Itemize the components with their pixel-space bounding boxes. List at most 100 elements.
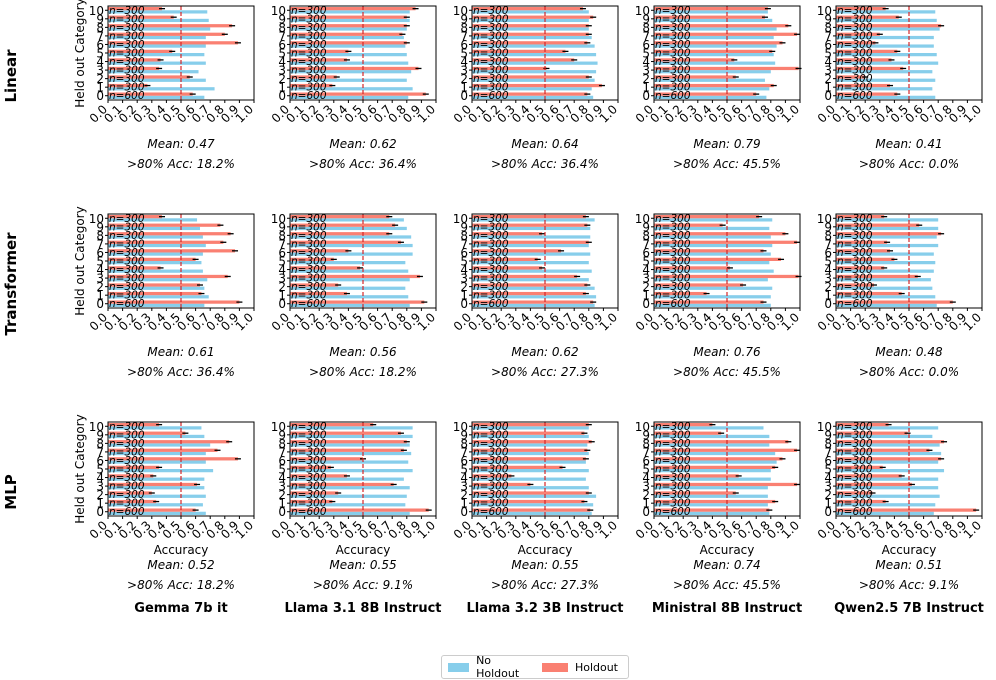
sample-size-label: n=300	[655, 5, 691, 17]
accuracy-annotation: >80% Acc: 27.3%	[491, 365, 599, 379]
y-tick-label: 3	[96, 272, 104, 286]
bar-holdout	[654, 215, 760, 219]
bar-holdout	[654, 508, 770, 512]
sample-size-label: n=300	[291, 65, 327, 77]
y-tick-label: 2	[460, 488, 468, 502]
bar-holdout	[290, 41, 407, 45]
y-tick-label: 5	[278, 47, 286, 61]
bar-holdout	[472, 440, 592, 444]
bar-holdout	[290, 32, 403, 36]
bar-holdout	[290, 457, 363, 461]
y-tick-label: 1	[460, 81, 468, 95]
sample-size-label: n=300	[473, 281, 509, 293]
bar-no-holdout	[290, 87, 413, 91]
sample-size-label: n=300	[837, 30, 873, 42]
bar-holdout	[108, 24, 233, 28]
sample-size-label: n=300	[109, 281, 145, 293]
y-tick-label: 4	[642, 471, 650, 485]
sample-size-label: n=300	[291, 264, 327, 276]
bar-no-holdout	[836, 434, 933, 439]
panel: n=600n=300n=300n=300n=300n=300n=300n=300…	[73, 0, 256, 171]
bar-holdout	[654, 465, 776, 469]
bar-no-holdout	[472, 243, 589, 248]
sample-size-label: n=300	[837, 264, 873, 276]
x-tick-label: 1.0	[415, 102, 438, 125]
y-tick-label: 5	[96, 47, 104, 61]
bar-no-holdout	[290, 61, 409, 65]
bar-no-holdout	[108, 486, 205, 490]
bar-holdout	[472, 257, 538, 261]
y-tick-label: 6	[460, 454, 468, 468]
sample-size-label: n=300	[109, 429, 145, 441]
bar-no-holdout	[654, 10, 768, 14]
bar-no-holdout	[836, 87, 933, 91]
bar-holdout	[290, 283, 339, 287]
sample-size-label: n=300	[837, 455, 873, 467]
y-tick-label: 8	[278, 229, 286, 243]
sample-size-label: n=300	[473, 73, 509, 85]
bar-no-holdout	[290, 278, 410, 282]
sample-size-label: n=300	[291, 455, 327, 467]
bar-no-holdout	[290, 78, 407, 82]
sample-size-label: n=300	[655, 273, 691, 285]
x-tick-label: 1.0	[415, 518, 438, 541]
sample-size-label: n=300	[655, 290, 691, 302]
sample-size-label: n=300	[109, 247, 145, 259]
bar-holdout	[472, 41, 588, 45]
y-tick-label: 8	[460, 229, 468, 243]
sample-size-label: n=300	[837, 438, 873, 450]
sample-size-label: n=300	[291, 30, 327, 42]
bar-holdout	[836, 24, 942, 28]
bar-no-holdout	[654, 426, 764, 430]
bar-holdout	[836, 232, 942, 236]
bar-holdout	[290, 465, 331, 469]
sample-size-label: n=300	[109, 264, 145, 276]
bar-holdout	[836, 274, 918, 279]
bar-no-holdout	[836, 278, 931, 282]
bar-holdout	[836, 15, 899, 19]
bar-holdout	[654, 499, 776, 504]
bar-holdout	[472, 66, 547, 71]
y-tick-label: 6	[278, 454, 286, 468]
sample-size-label: n=300	[473, 438, 509, 450]
bar-no-holdout	[472, 269, 592, 273]
y-tick-label: 10	[453, 212, 468, 226]
bar-no-holdout	[836, 10, 936, 14]
bar-no-holdout	[108, 18, 209, 23]
y-tick-label: 3	[460, 272, 468, 286]
bar-no-holdout	[290, 226, 407, 231]
y-tick-label: 10	[89, 212, 104, 226]
y-tick-label: 8	[642, 229, 650, 243]
sample-size-label: n=300	[109, 56, 145, 68]
y-tick-label: 0	[824, 505, 832, 519]
bar-no-holdout	[108, 460, 206, 464]
sample-size-label: n=300	[837, 230, 873, 242]
bar-holdout	[472, 474, 512, 478]
bar-no-holdout	[290, 269, 409, 273]
sample-size-label: n=300	[291, 22, 327, 34]
y-axis-label: Held out Category	[73, 414, 87, 523]
bar-holdout	[108, 240, 224, 244]
bar-no-holdout	[836, 269, 934, 273]
sample-size-label: n=300	[291, 498, 327, 510]
bar-no-holdout	[472, 451, 589, 456]
sample-size-label: n=300	[837, 290, 873, 302]
y-tick-label: 4	[824, 55, 832, 69]
y-axis-label: Held out Category	[73, 206, 87, 315]
sample-size-label: n=300	[837, 489, 873, 501]
bar-holdout	[654, 92, 757, 96]
bar-holdout	[108, 257, 196, 261]
sample-size-label: n=600	[291, 506, 327, 518]
bar-no-holdout	[290, 243, 413, 248]
bar-holdout	[290, 423, 374, 427]
bar-no-holdout	[836, 95, 936, 99]
bar-no-holdout	[836, 511, 934, 515]
y-tick-label: 3	[642, 64, 650, 78]
y-tick-label: 5	[460, 255, 468, 269]
y-tick-label: 7	[278, 237, 286, 251]
bar-no-holdout	[472, 95, 594, 99]
y-tick-label: 3	[278, 272, 286, 286]
sample-size-label: n=300	[109, 455, 145, 467]
bar-holdout	[654, 32, 798, 36]
y-tick-label: 0	[96, 505, 104, 519]
